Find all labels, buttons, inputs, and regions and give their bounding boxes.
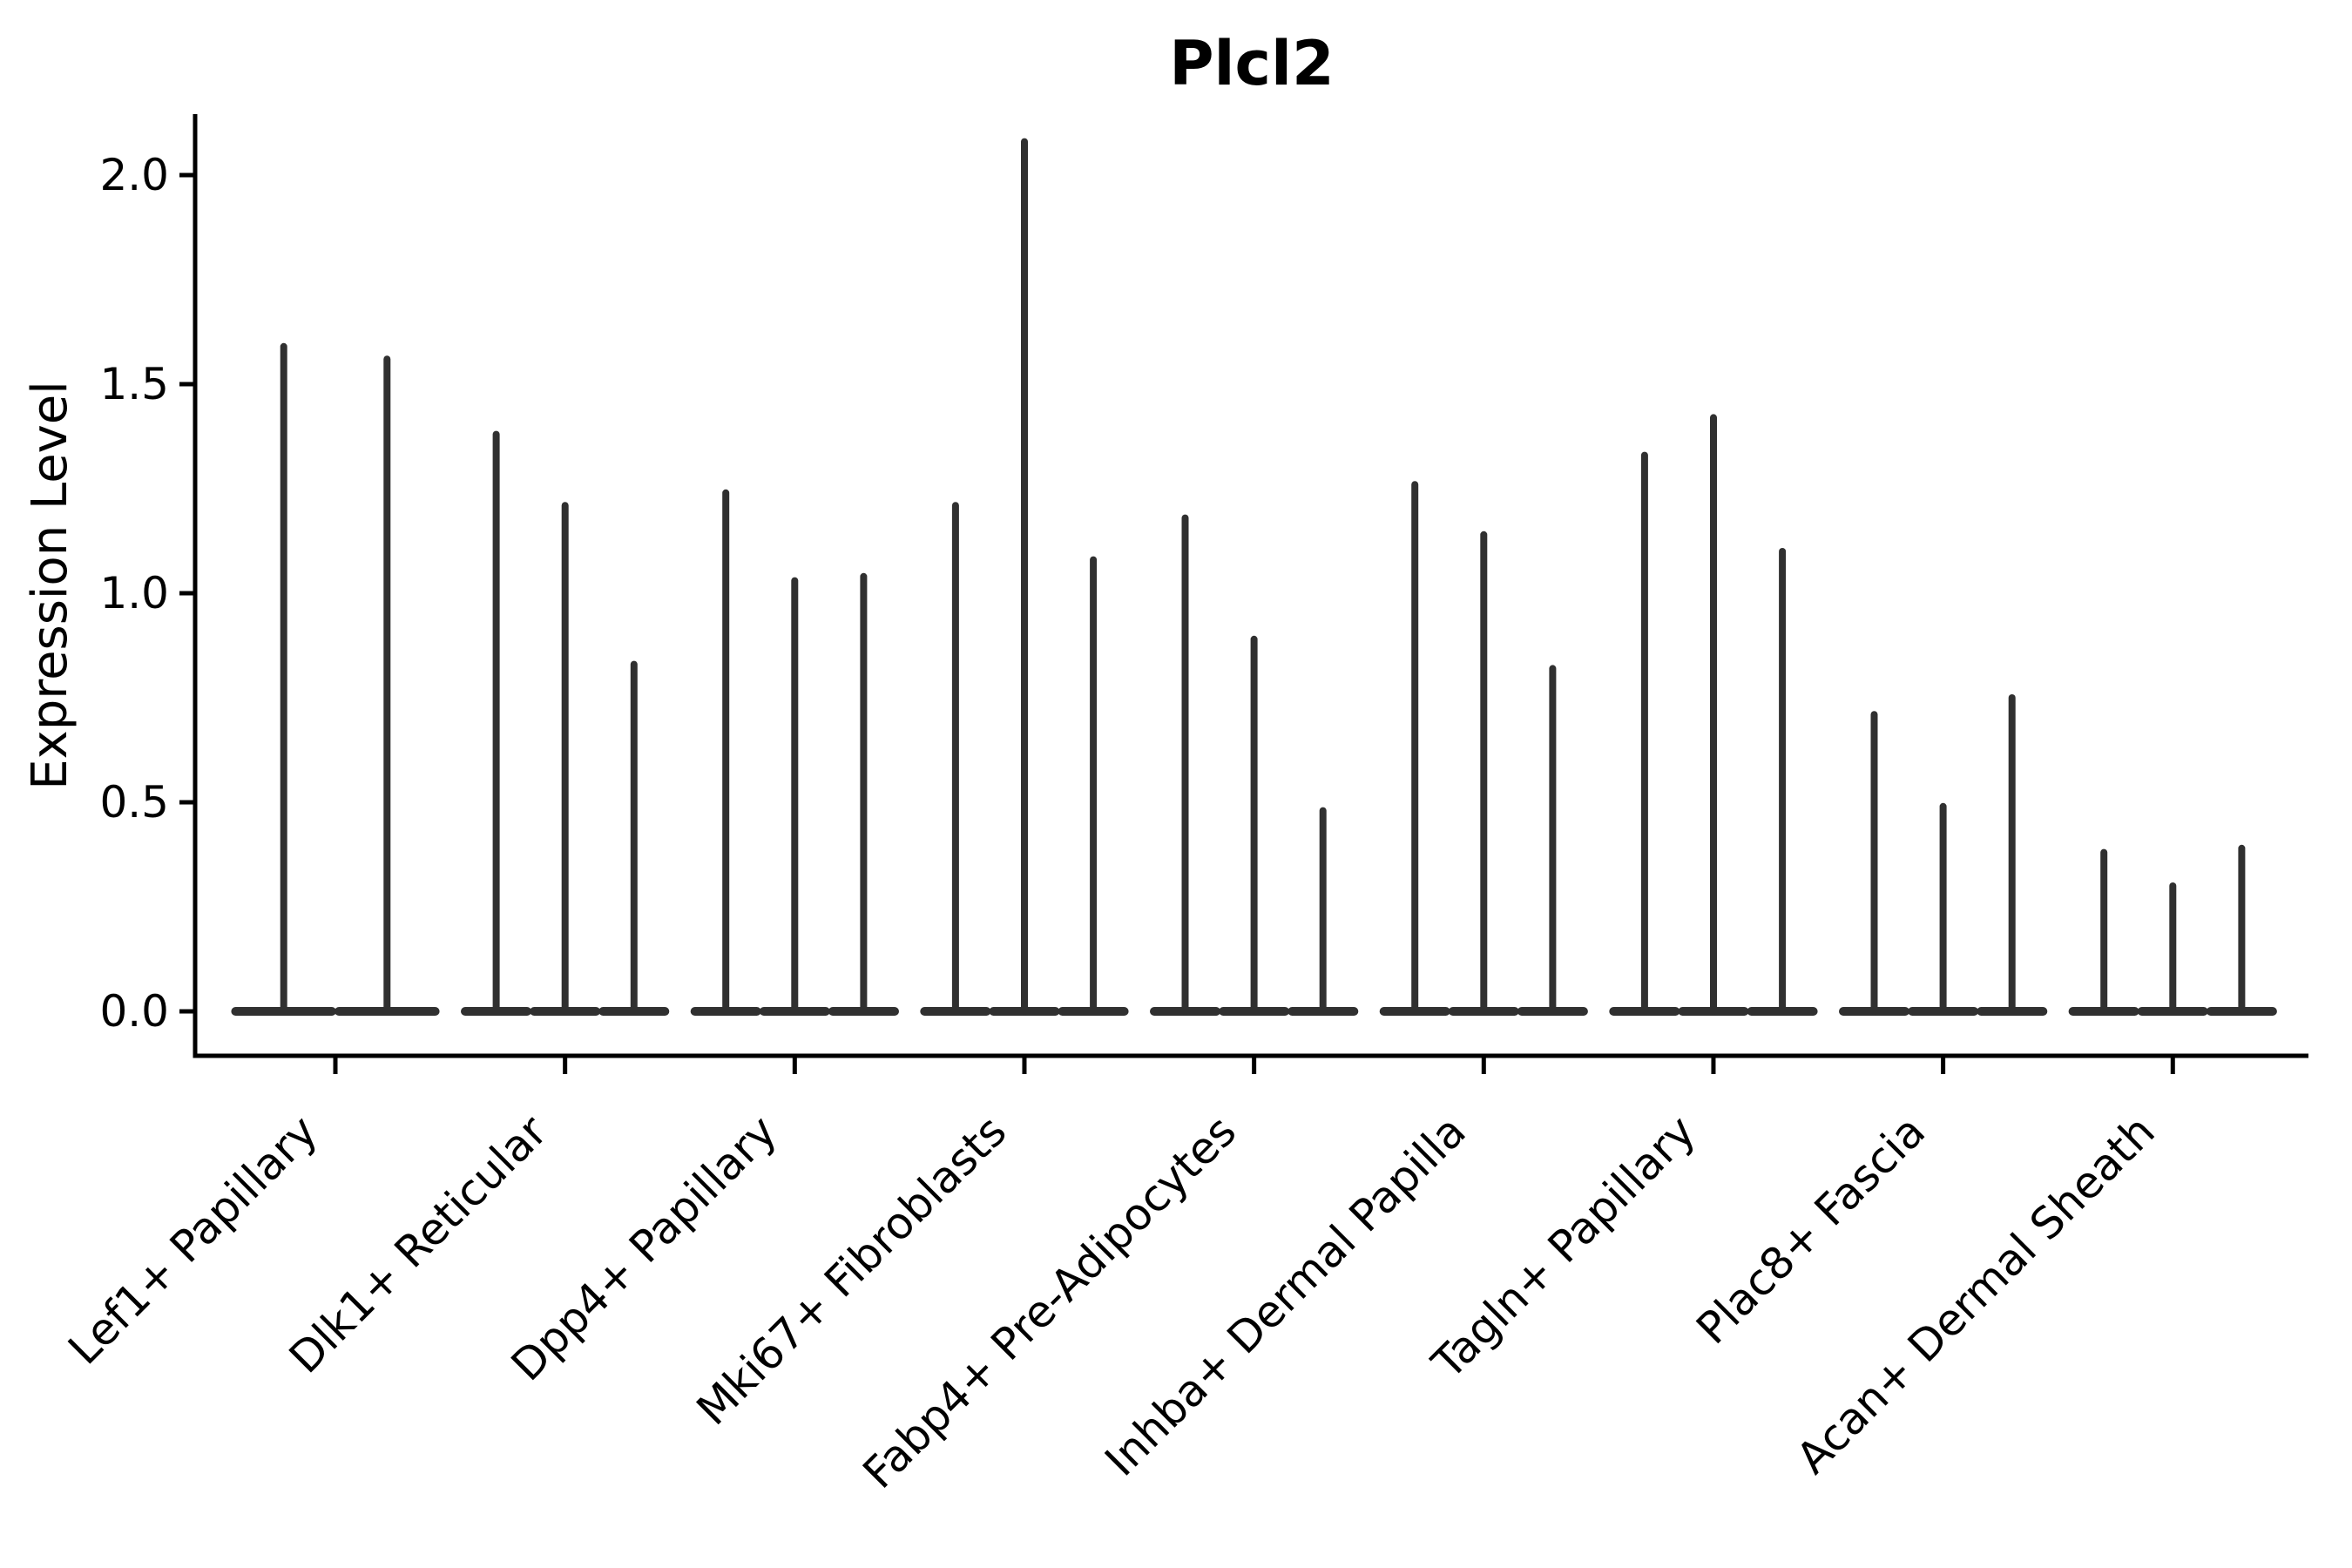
x-tick-label: Lef1+ Papillary — [58, 1105, 327, 1374]
axes-layer — [179, 114, 2308, 1074]
y-tick-label: 0.0 — [99, 986, 169, 1037]
y-tick-label: 0.5 — [99, 777, 169, 828]
y-axis-label: Expression Level — [22, 381, 78, 790]
y-tick-label: 2.0 — [99, 150, 169, 200]
chart-title: Plcl2 — [1169, 28, 1335, 99]
y-tick-label: 1.0 — [99, 568, 169, 618]
x-tick-label: Plac8+ Fascia — [1686, 1105, 1935, 1354]
x-tick-label: Fabp4+ Pre-Adipocytes — [854, 1105, 1247, 1498]
violins-layer — [231, 138, 2277, 1016]
y-tick-label: 1.5 — [99, 359, 169, 409]
